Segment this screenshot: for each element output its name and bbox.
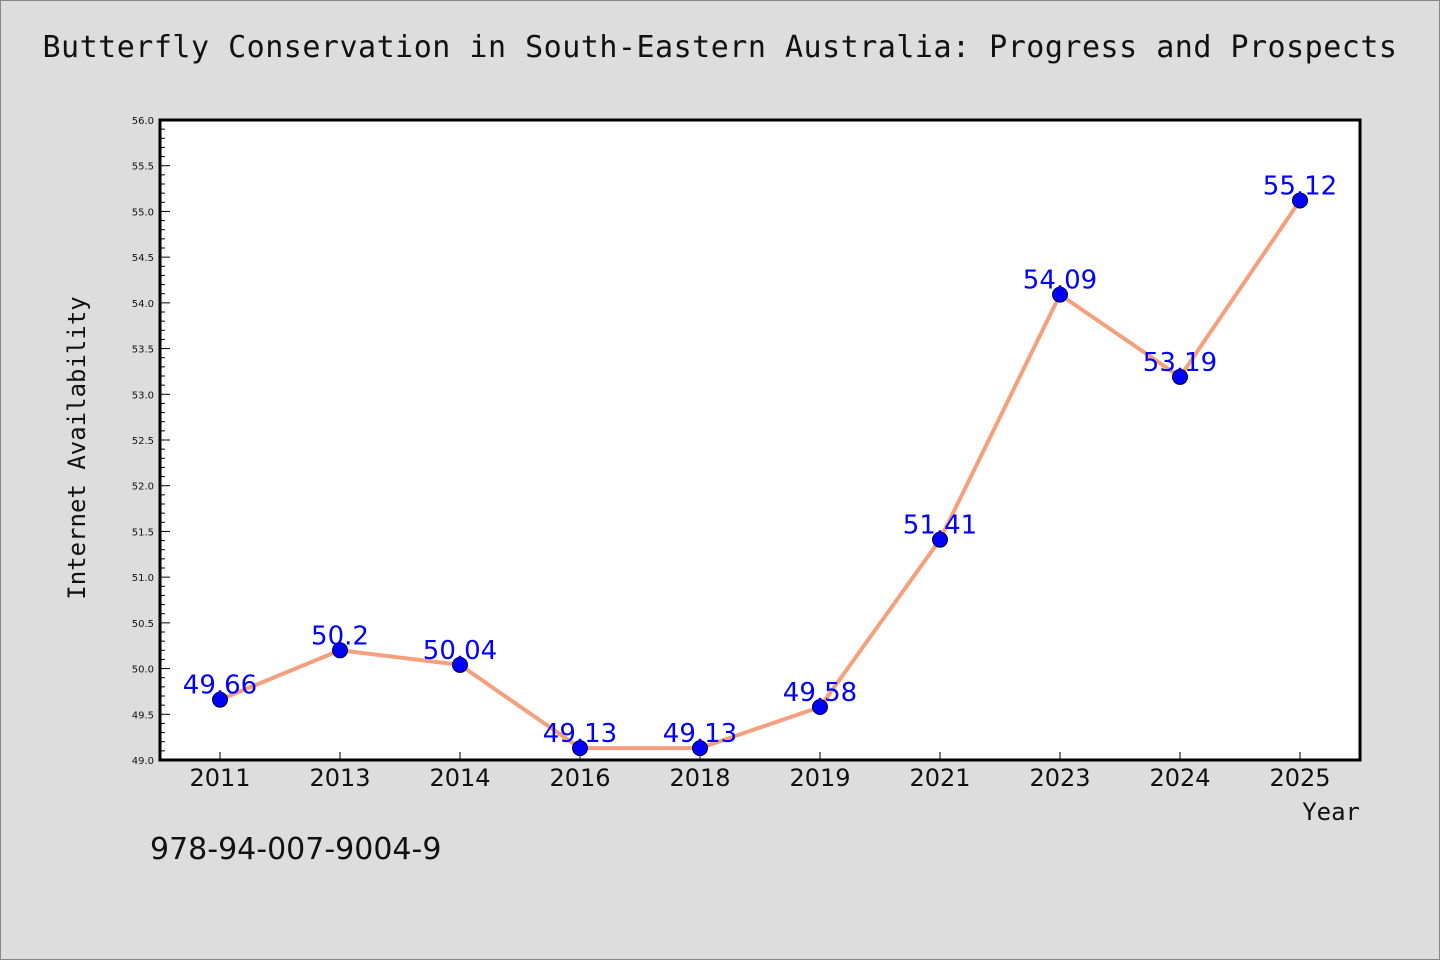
y-tick-label: 50.5 xyxy=(132,619,154,630)
y-axis-ticks: 49.0 49.5 50.0 50.5 51.0 51.5 52.0 52.5 53.0 53.5… xyxy=(132,116,170,767)
data-point xyxy=(1292,192,1308,209)
series-line xyxy=(219,199,1302,751)
data-labels: 49.66 50.2 50.04 49.13 49.13 49.58 51.41 54.09 5… xyxy=(183,171,1337,749)
data-label: 55.12 xyxy=(1263,171,1337,201)
y-tick-label: 50.0 xyxy=(132,665,154,676)
data-label: 53.19 xyxy=(1143,348,1217,378)
x-tick-label: 2018 xyxy=(669,764,730,792)
y-tick-label: 49.0 xyxy=(132,756,154,767)
data-label: 50.04 xyxy=(423,636,497,666)
data-point xyxy=(452,656,468,673)
y-tick-label: 51.5 xyxy=(132,527,154,538)
x-tick-label: 2013 xyxy=(309,764,370,792)
y-tick-label: 56.0 xyxy=(132,116,154,127)
x-tick-label: 2019 xyxy=(789,764,850,792)
x-tick-label: 2025 xyxy=(1269,764,1330,792)
plot-border xyxy=(158,118,1362,762)
data-label: 51.41 xyxy=(903,511,977,541)
data-label: 49.66 xyxy=(183,671,257,701)
x-axis-ticks: 2011 2013 2014 2016 2018 2019 2021 2023 2024 2025 xyxy=(189,752,1331,792)
y-tick-label: 55.5 xyxy=(132,162,154,173)
y-tick-label: 52.0 xyxy=(132,482,154,493)
y-tick-label: 53.5 xyxy=(132,345,154,356)
x-tick-label: 2016 xyxy=(549,764,610,792)
data-markers xyxy=(212,192,1308,757)
data-label: 49.13 xyxy=(663,719,737,749)
x-tick-label: 2021 xyxy=(909,764,970,792)
x-axis-label: Year xyxy=(1302,798,1360,826)
x-tick-label: 2024 xyxy=(1149,764,1210,792)
y-tick-label: 54.5 xyxy=(132,253,154,264)
x-tick-label: 2023 xyxy=(1029,764,1090,792)
y-tick-label: 51.0 xyxy=(132,573,154,584)
isbn-code: 978-94-007-9004-9 xyxy=(150,832,442,867)
data-point xyxy=(932,531,948,548)
data-label: 49.58 xyxy=(783,678,857,708)
x-tick-label: 2014 xyxy=(429,764,490,792)
data-point xyxy=(692,740,708,757)
data-point xyxy=(1172,368,1188,385)
data-label: 49.13 xyxy=(543,719,617,749)
data-label: 50.2 xyxy=(311,621,369,651)
data-point xyxy=(812,698,828,715)
chart-title: Butterfly Conservation in South-Eastern … xyxy=(42,30,1398,65)
data-point xyxy=(332,642,348,659)
y-tick-label: 53.0 xyxy=(132,390,154,401)
data-point xyxy=(572,740,588,757)
data-point xyxy=(212,691,228,708)
y-tick-label: 49.5 xyxy=(132,710,154,721)
y-axis-label: Internet Availability xyxy=(63,296,91,599)
y-tick-label: 54.0 xyxy=(132,299,154,310)
x-tick-label: 2011 xyxy=(189,764,250,792)
y-tick-label: 52.5 xyxy=(132,436,154,447)
data-label: 54.09 xyxy=(1023,266,1097,296)
plot-area xyxy=(160,120,1360,760)
y-tick-label: 55.0 xyxy=(132,207,154,218)
data-point xyxy=(1052,286,1068,303)
